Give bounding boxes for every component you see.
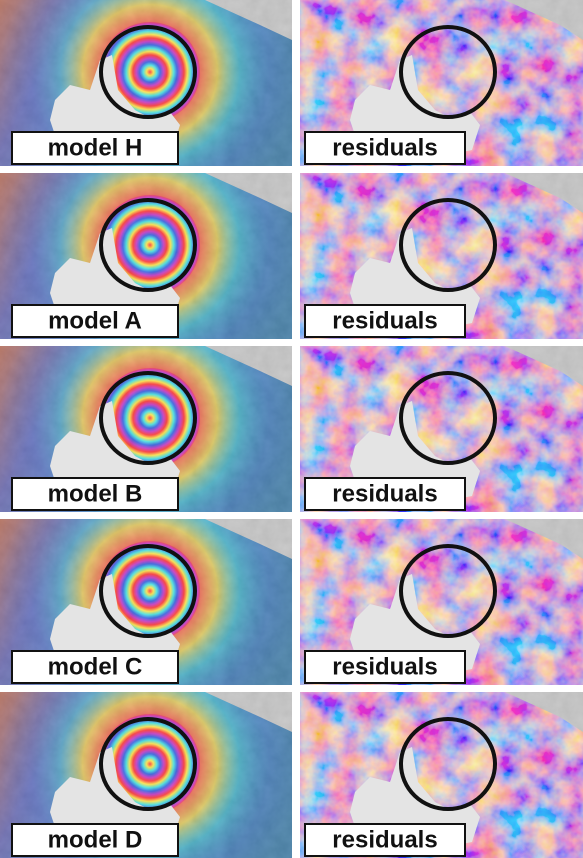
label-box	[304, 477, 466, 511]
residual-panel: residuals	[300, 0, 583, 166]
crater-rim	[99, 717, 197, 811]
crater-rim	[399, 371, 497, 465]
label-box	[11, 650, 179, 684]
label-box	[304, 131, 466, 165]
label-box	[11, 477, 179, 511]
crater-rim	[99, 371, 197, 465]
residual-panel: residuals	[300, 692, 583, 858]
crater-rim	[399, 25, 497, 119]
label-box	[304, 304, 466, 338]
crater-rim	[399, 198, 497, 292]
crater-rim	[99, 25, 197, 119]
residual-panel: residuals	[300, 519, 583, 685]
panel-label: residuals	[332, 653, 437, 680]
crater-rim	[399, 717, 497, 811]
crater-rim	[99, 544, 197, 638]
panel-label: model C	[48, 653, 143, 680]
model-panel: model C	[0, 519, 292, 685]
model-panel: model B	[0, 346, 292, 512]
label-box	[11, 304, 179, 338]
panel-label: residuals	[332, 826, 437, 853]
panel-label: model H	[48, 134, 143, 161]
residual-panel: residuals	[300, 173, 583, 339]
label-box	[304, 650, 466, 684]
crater-rim	[99, 198, 197, 292]
model-panel: model D	[0, 692, 292, 858]
model-panel: model H	[0, 0, 292, 166]
label-box	[304, 823, 466, 857]
panel-label: model D	[48, 826, 143, 853]
panel-label: model B	[48, 480, 143, 507]
crater-rim	[399, 544, 497, 638]
residual-panel: residuals	[300, 346, 583, 512]
panel-label: residuals	[332, 480, 437, 507]
label-box	[11, 823, 179, 857]
panel-label: residuals	[332, 134, 437, 161]
model-panel: model A	[0, 173, 292, 339]
panel-label: residuals	[332, 307, 437, 334]
label-box	[11, 131, 179, 165]
panel-label: model A	[48, 307, 142, 334]
